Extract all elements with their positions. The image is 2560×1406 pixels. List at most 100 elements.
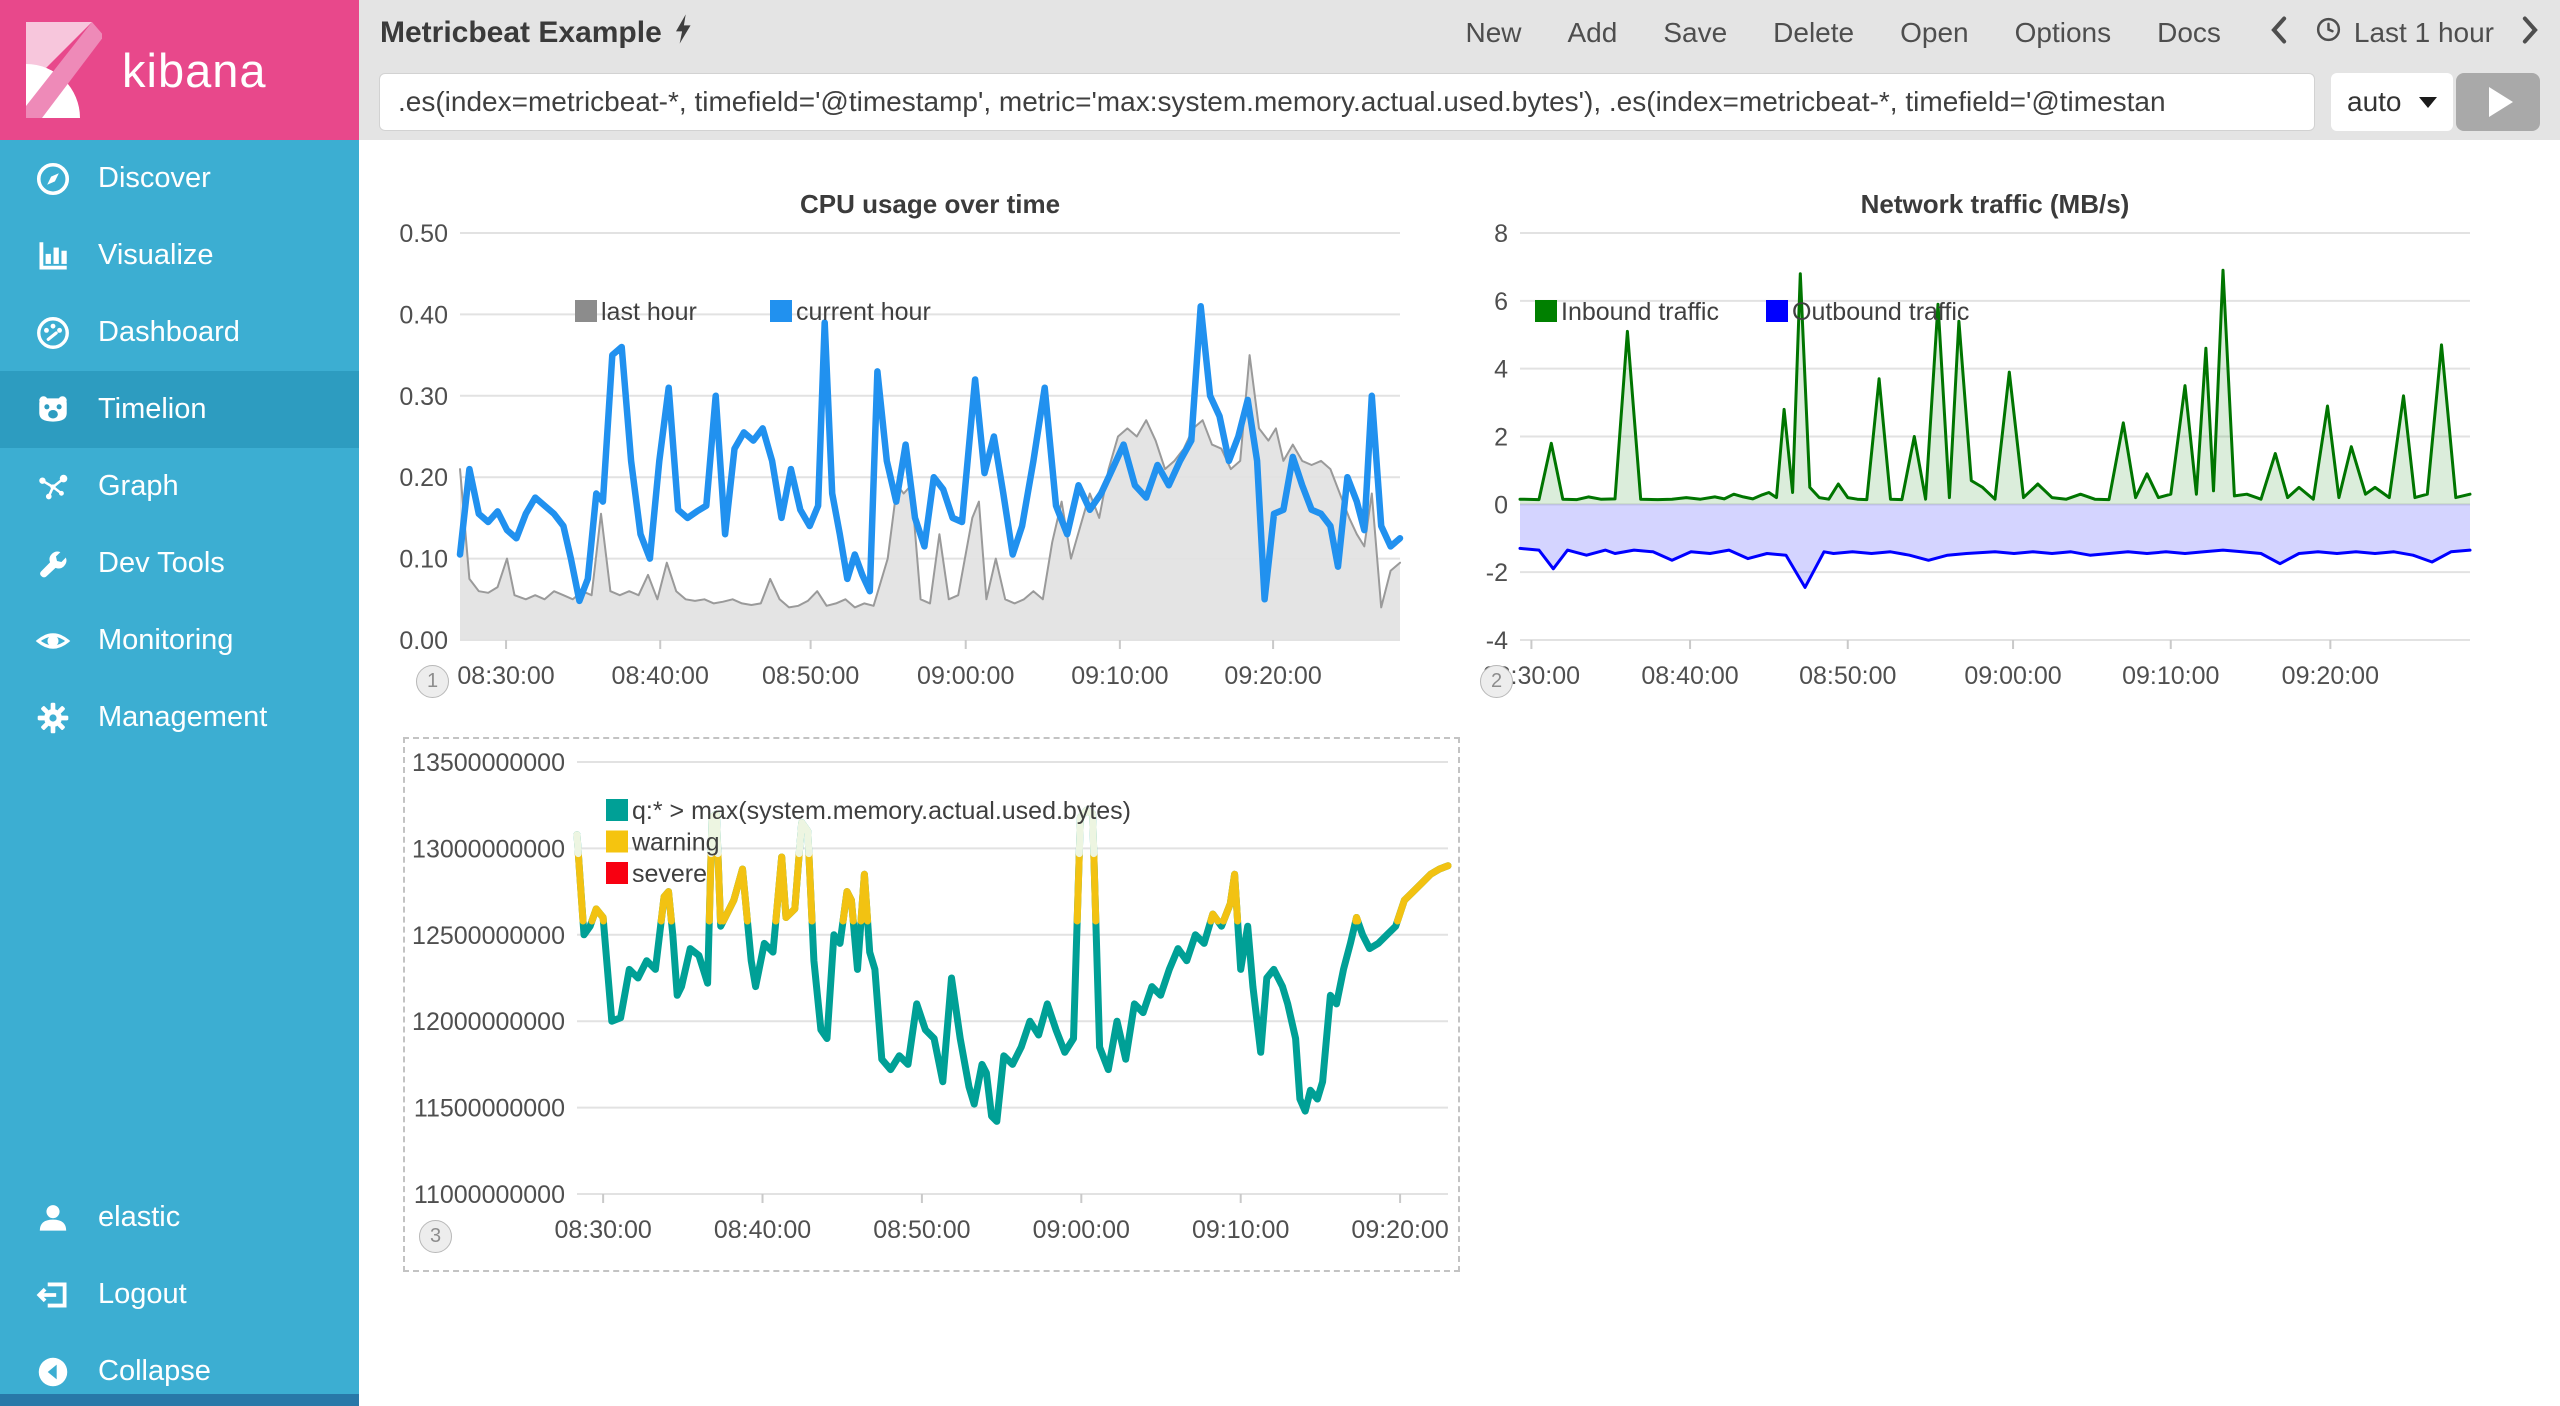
timelion-face-icon <box>34 391 72 429</box>
interval-value: auto <box>2347 86 2402 117</box>
clock-icon <box>2315 16 2342 50</box>
timelion-query-input[interactable] <box>379 73 2315 131</box>
chart-order-badge[interactable]: 1 <box>416 665 449 698</box>
sheet-title: Metricbeat Example <box>380 13 693 52</box>
svg-text:8: 8 <box>1494 220 1508 248</box>
sidebar-item-management[interactable]: Management <box>0 679 359 756</box>
topbar-menu: New Add Save Delete Open Options Docs <box>1465 17 2220 49</box>
timelion-sheet: 0.50 0.40 0.30 0.20 0.10 0.00 08:30:00 08:40:00… <box>359 140 2560 1406</box>
sidebar-item-label: Collapse <box>98 1355 211 1387</box>
svg-text:09:10:00: 09:10:00 <box>1192 1216 1289 1244</box>
sidebar-item-label: Monitoring <box>98 624 234 656</box>
menu-delete[interactable]: Delete <box>1773 16 1855 48</box>
compass-icon <box>34 160 72 198</box>
svg-text:last hour: last hour <box>601 298 697 326</box>
chevron-down-icon <box>2419 96 2437 108</box>
svg-text:4: 4 <box>1494 356 1508 384</box>
svg-text:0.30: 0.30 <box>400 383 448 411</box>
svg-text:0.00: 0.00 <box>400 627 448 655</box>
cpu-usage-chart[interactable]: 0.50 0.40 0.30 0.20 0.10 0.00 08:30:00 08:40:00… <box>399 180 1460 710</box>
svg-text:Network traffic (MB/s): Network traffic (MB/s) <box>1861 189 2130 219</box>
sidebar-item-monitoring[interactable]: Monitoring <box>0 602 359 679</box>
sidebar-item-label: Discover <box>98 162 211 194</box>
sheet-title-text: Metricbeat Example <box>380 15 662 49</box>
svg-text:q:* > max(system.memory.actual: q:* > max(system.memory.actual.used.byte… <box>632 797 1131 825</box>
svg-text:0.50: 0.50 <box>400 220 448 248</box>
time-navigation: Last 1 hour <box>2271 16 2538 50</box>
svg-text:08:40:00: 08:40:00 <box>612 662 709 690</box>
kibana-logo-icon <box>20 18 104 123</box>
cpu-usage-plot[interactable]: 0.50 0.40 0.30 0.20 0.10 0.00 08:30:00 08:40:00… <box>399 180 1460 710</box>
kibana-logo[interactable]: kibana <box>0 0 359 140</box>
svg-text:0: 0 <box>1494 491 1508 519</box>
time-range-label: Last 1 hour <box>2353 16 2494 48</box>
main-area: Metricbeat Example New Add Save Delete Open O… <box>359 0 2560 1406</box>
sidebar-item-dashboard[interactable]: Dashboard <box>0 294 359 371</box>
chart-order-badge[interactable]: 2 <box>1480 665 1513 698</box>
user-icon <box>34 1199 72 1237</box>
svg-text:0.10: 0.10 <box>400 546 448 574</box>
sidebar-item-visualize[interactable]: Visualize <box>0 217 359 294</box>
menu-save[interactable]: Save <box>1663 16 1728 48</box>
network-traffic-chart[interactable]: 8 6 4 2 0 -2 -4 08:30:00 08:40:00 08:50:00 09:00:0… <box>1470 180 2530 710</box>
svg-text:13000000000: 13000000000 <box>412 835 565 863</box>
svg-text:08:50:00: 08:50:00 <box>1799 662 1896 690</box>
svg-text:08:30:00: 08:30:00 <box>554 1216 651 1244</box>
svg-text:08:50:00: 08:50:00 <box>873 1216 970 1244</box>
sidebar-footer: elastic Logout Collapse <box>0 1179 359 1406</box>
sidebar-item-label: Timelion <box>98 393 207 425</box>
sidebar-item-collapse[interactable]: Collapse <box>0 1333 359 1406</box>
sidebar-item-dev-tools[interactable]: Dev Tools <box>0 525 359 602</box>
svg-text:08:40:00: 08:40:00 <box>1641 662 1738 690</box>
next-time-icon[interactable] <box>2522 16 2538 49</box>
svg-text:0.20: 0.20 <box>400 464 448 492</box>
interval-select[interactable]: auto <box>2331 73 2453 131</box>
sidebar-item-discover[interactable]: Discover <box>0 140 359 217</box>
svg-text:09:20:00: 09:20:00 <box>1351 1216 1448 1244</box>
gear-icon <box>34 699 72 737</box>
svg-text:09:20:00: 09:20:00 <box>1224 662 1321 690</box>
sidebar-item-elastic[interactable]: elastic <box>0 1179 359 1256</box>
memory-used-plot[interactable]: 13500000000 13000000000 12500000000 1200000… <box>405 739 1458 1270</box>
sidebar-item-logout[interactable]: Logout <box>0 1256 359 1333</box>
sidebar-item-graph[interactable]: Graph <box>0 448 359 525</box>
play-button[interactable] <box>2456 73 2540 131</box>
menu-new[interactable]: New <box>1465 16 1522 48</box>
sidebar-item-label: Visualize <box>98 239 214 271</box>
sidebar-item-label: elastic <box>98 1201 181 1233</box>
menu-docs[interactable]: Docs <box>2157 16 2221 48</box>
svg-text:11500000000: 11500000000 <box>414 1095 565 1123</box>
logout-icon <box>34 1276 72 1314</box>
svg-text:Inbound traffic: Inbound traffic <box>1561 298 1719 326</box>
menu-options[interactable]: Options <box>2014 16 2112 48</box>
memory-used-chart-selected[interactable]: 13500000000 13000000000 12500000000 1200000… <box>403 737 1460 1272</box>
svg-text:09:00:00: 09:00:00 <box>1033 1216 1130 1244</box>
svg-text:severe: severe <box>632 860 707 888</box>
topbar: Metricbeat Example New Add Save Delete Open O… <box>359 0 2560 65</box>
sidebar-item-timelion[interactable]: Timelion <box>0 371 359 448</box>
play-icon <box>2489 87 2513 117</box>
collapse-icon <box>34 1353 72 1391</box>
svg-text:2: 2 <box>1494 424 1508 452</box>
dashboard-icon <box>34 314 72 352</box>
svg-text:09:10:00: 09:10:00 <box>1071 662 1168 690</box>
svg-text:warning: warning <box>631 829 720 857</box>
sidebar-bottom-strip <box>0 1394 359 1406</box>
time-picker[interactable]: Last 1 hour <box>2315 16 2494 50</box>
querybar: auto <box>359 65 2560 140</box>
kibana-logo-text: kibana <box>122 43 267 97</box>
previous-time-icon[interactable] <box>2271 16 2287 49</box>
menu-open[interactable]: Open <box>1900 16 1969 48</box>
svg-text:09:00:00: 09:00:00 <box>917 662 1014 690</box>
svg-text:08:40:00: 08:40:00 <box>714 1216 811 1244</box>
chart-order-badge[interactable]: 3 <box>419 1220 452 1253</box>
sidebar-item-label: Graph <box>98 470 179 502</box>
menu-add[interactable]: Add <box>1567 16 1618 48</box>
sidebar-item-label: Dashboard <box>98 316 240 348</box>
svg-text:-4: -4 <box>1486 627 1508 655</box>
svg-text:12000000000: 12000000000 <box>412 1008 565 1036</box>
svg-text:6: 6 <box>1494 288 1508 316</box>
svg-text:Outbound traffic: Outbound traffic <box>1792 298 1969 326</box>
